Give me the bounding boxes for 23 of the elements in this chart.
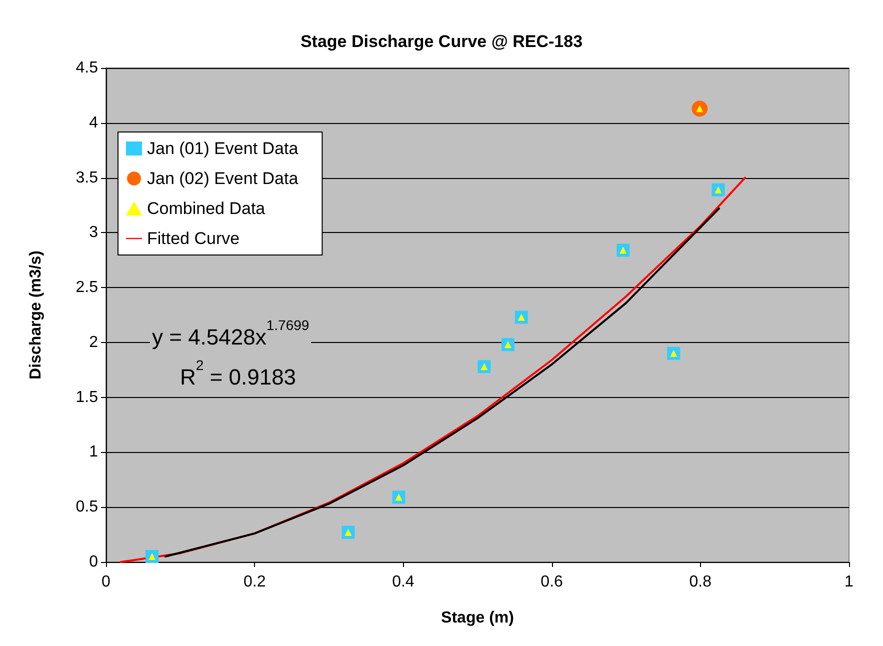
legend-label: Combined Data bbox=[147, 199, 266, 218]
chart-title: Stage Discharge Curve @ REC-183 bbox=[300, 32, 583, 51]
legend-label: Fitted Curve bbox=[147, 229, 240, 248]
x-tick-label: 0.4 bbox=[392, 574, 414, 590]
y-tick-label: 4 bbox=[89, 114, 98, 132]
x-tick-label: 1 bbox=[844, 574, 854, 590]
y-tick-label: 3.5 bbox=[76, 169, 98, 186]
y-tick-label: 2.5 bbox=[76, 279, 98, 296]
y-tick-label: 2 bbox=[89, 334, 98, 351]
y-axis-title: Discharge (m3/s) bbox=[28, 250, 44, 380]
y-tick-label: 1.5 bbox=[76, 388, 98, 406]
x-tick-label: 0.2 bbox=[243, 574, 266, 590]
x-tick-label: 0.8 bbox=[689, 574, 712, 590]
y-tick-label: 4.5 bbox=[76, 60, 98, 76]
y-tick-label: 0.5 bbox=[76, 498, 98, 516]
legend-label: Jan (02) Event Data bbox=[147, 169, 299, 188]
y-tick-label: 0 bbox=[89, 554, 98, 570]
y-tick-label: 1 bbox=[89, 444, 98, 461]
y-tick-label: 3 bbox=[89, 224, 98, 242]
legend-label: Jan (01) Event Data bbox=[147, 139, 299, 158]
x-tick-label: 0.6 bbox=[540, 574, 564, 590]
x-axis-title: Stage (m) bbox=[441, 610, 514, 626]
x-tick-label: 0 bbox=[102, 574, 111, 590]
